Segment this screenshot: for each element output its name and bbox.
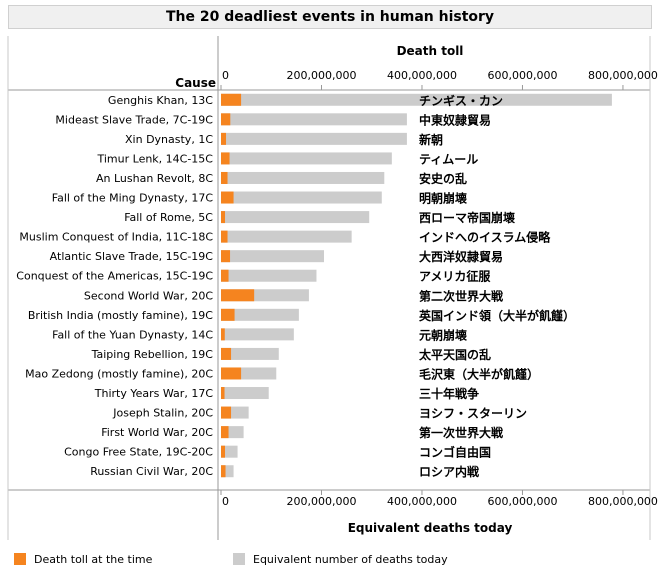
bar-equivalent-today	[221, 152, 392, 165]
bottom-tick-label: 800,000,000	[588, 495, 658, 508]
bar-equivalent-today	[221, 93, 612, 106]
top-tick-label: 600,000,000	[487, 69, 557, 82]
japanese-label: アメリカ征服	[419, 269, 491, 284]
bar-equivalent-today	[221, 387, 269, 400]
legend-swatch-orange	[14, 553, 26, 565]
japanese-label: 中東奴隷貿易	[419, 112, 491, 127]
bar-equivalent-today	[221, 171, 385, 184]
bar-death-toll	[221, 132, 227, 145]
bar-equivalent-today	[221, 191, 382, 204]
bar-equivalent-today	[221, 347, 279, 360]
japanese-label: ロシア内戦	[419, 464, 480, 479]
category-label: Muslim Conquest of India, 11C-18C	[19, 231, 213, 244]
bar-equivalent-today	[221, 250, 324, 263]
chart-title: The 20 deadliest events in human history	[8, 5, 652, 29]
japanese-label: 明朝崩壊	[419, 191, 468, 206]
category-label: British India (mostly famine), 19C	[28, 309, 213, 322]
bar-equivalent-today	[221, 328, 294, 341]
category-label: Russian Civil War, 20C	[90, 465, 213, 478]
japanese-label: インドへのイスラム侵略	[419, 230, 551, 245]
japanese-label: 第一次世界大戦	[419, 425, 504, 440]
category-axis-title: Cause	[175, 76, 216, 90]
bar-equivalent-today	[221, 132, 407, 145]
japanese-label: チンギス・カン	[419, 93, 503, 108]
bar-death-toll	[221, 152, 230, 165]
category-label: Congo Free State, 19C-20C	[64, 446, 213, 459]
category-label: First World War, 20C	[101, 426, 213, 439]
top-tick-label: 200,000,000	[286, 69, 356, 82]
legend-item-equivalent: Equivalent number of deaths today	[233, 553, 448, 566]
bar-death-toll	[221, 426, 229, 439]
japanese-label: 太平天国の乱	[419, 347, 491, 362]
japanese-label: コンゴ自由国	[419, 445, 491, 460]
top-tick-label: 0	[222, 69, 229, 82]
bar-death-toll	[221, 465, 226, 478]
bottom-axis-title: Equivalent deaths today	[347, 521, 513, 535]
category-label: Timur Lenk, 14C-15C	[96, 152, 213, 165]
bar-equivalent-today	[221, 113, 407, 126]
bottom-tick-label: 200,000,000	[286, 495, 356, 508]
bar-death-toll	[221, 445, 226, 458]
legend-swatch-gray	[233, 553, 245, 565]
bar-death-toll	[221, 250, 231, 263]
category-label: Joseph Stalin, 20C	[112, 407, 213, 420]
bar-death-toll	[221, 308, 235, 321]
japanese-label: ヨシフ・スターリン	[419, 407, 527, 421]
legend-label: Death toll at the time	[34, 553, 153, 566]
japanese-label: 西ローマ帝国崩壊	[419, 210, 516, 225]
bar-death-toll	[221, 93, 242, 106]
bar-death-toll	[221, 289, 255, 302]
top-tick-label: 400,000,000	[387, 69, 457, 82]
top-axis-title: Death toll	[396, 44, 464, 58]
category-label: Xin Dynasty, 1C	[125, 133, 213, 146]
japanese-label: 安史の乱	[419, 171, 467, 186]
bar-equivalent-today	[221, 230, 352, 243]
japanese-label: 第二次世界大戦	[419, 288, 504, 303]
bar-death-toll	[221, 191, 234, 204]
category-label: Fall of the Ming Dynasty, 17C	[52, 192, 214, 205]
bar-death-toll	[221, 171, 228, 184]
category-label: Taiping Rebellion, 19C	[91, 348, 214, 361]
bar-death-toll	[221, 406, 232, 419]
bar-equivalent-today	[221, 445, 238, 458]
bar-death-toll	[221, 230, 228, 243]
category-label: Mideast Slave Trade, 7C-19C	[55, 113, 213, 126]
category-label: Conquest of the Americas, 15C-19C	[16, 270, 213, 283]
bar-death-toll	[221, 113, 231, 126]
category-label: Mao Zedong (mostly famine), 20C	[25, 367, 213, 380]
japanese-label: 英国インド領（大半が飢饉）	[419, 308, 575, 323]
bar-death-toll	[221, 347, 232, 360]
category-label: Atlantic Slave Trade, 15C-19C	[50, 250, 214, 263]
japanese-label: 新朝	[419, 132, 443, 147]
bottom-tick-label: 600,000,000	[487, 495, 557, 508]
bar-death-toll	[221, 367, 242, 380]
category-label: An Lushan Revolt, 8C	[96, 172, 213, 185]
category-label: Thirty Years War, 17C	[94, 387, 214, 400]
category-label: Fall of the Yuan Dynasty, 14C	[52, 328, 213, 341]
bar-death-toll	[221, 269, 229, 282]
japanese-label: 毛沢東（大半が飢饉）	[419, 366, 539, 381]
legend-item-death-toll: Death toll at the time	[14, 553, 152, 566]
bar-death-toll	[221, 328, 225, 341]
category-label: Second World War, 20C	[84, 289, 213, 302]
bar-death-toll	[221, 211, 226, 224]
bottom-tick-label: 400,000,000	[387, 495, 457, 508]
japanese-label: 大西洋奴隷貿易	[419, 249, 503, 264]
top-tick-label: 800,000,000	[588, 69, 658, 82]
bottom-tick-label: 0	[222, 495, 229, 508]
bar-death-toll	[221, 387, 225, 400]
bar-equivalent-today	[221, 308, 299, 321]
bar-equivalent-today	[221, 211, 370, 224]
category-label: Genghis Khan, 13C	[108, 94, 213, 107]
japanese-label: 元朝崩壊	[419, 327, 468, 342]
legend-label: Equivalent number of deaths today	[253, 553, 448, 566]
bar-equivalent-today	[221, 269, 317, 282]
japanese-label: ティムール	[419, 152, 478, 166]
category-label: Fall of Rome, 5C	[124, 211, 213, 224]
japanese-label: 三十年戦争	[419, 386, 479, 401]
